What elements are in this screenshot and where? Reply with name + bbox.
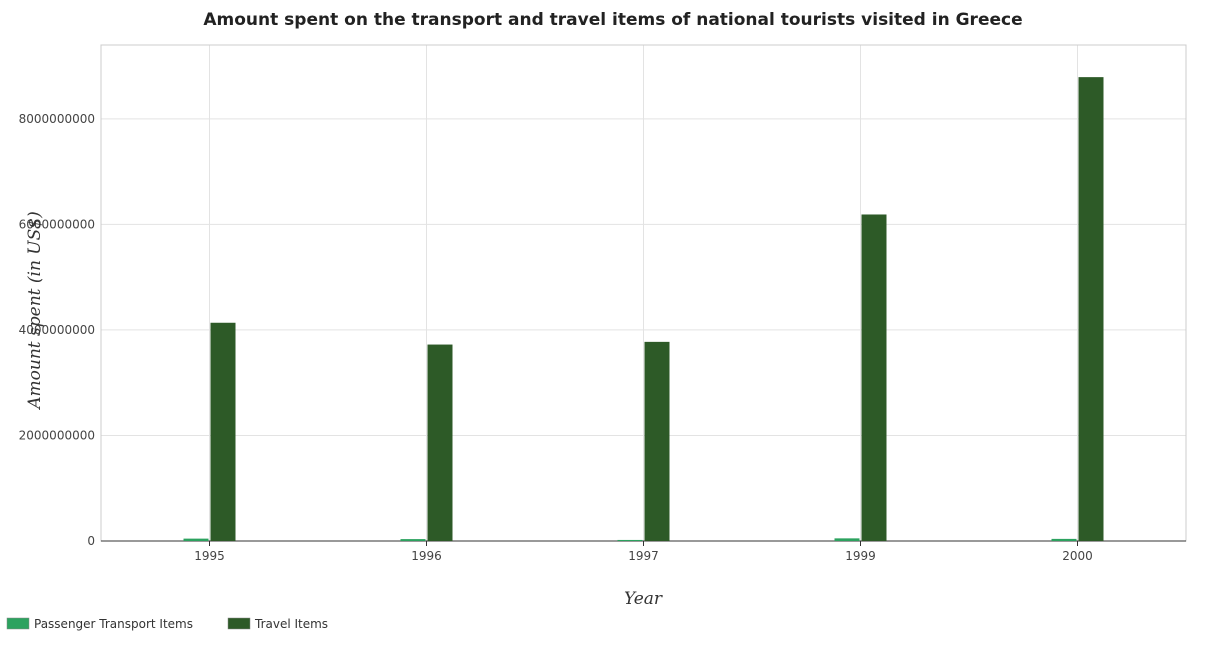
y-axis-label: Amount spent (in US$) [25,211,45,410]
legend-swatch-passenger-transport [6,617,30,630]
axes [100,44,1187,546]
legend: Passenger Transport Items Travel Items [6,617,328,631]
bar-travel-items [1078,77,1104,542]
bar-travel-items [427,344,453,541]
bar-travel-items [210,322,236,541]
x-tick-label: 1996 [411,549,442,563]
x-tick-label: 1995 [194,549,225,563]
y-tick-label: 2000000000 [19,428,95,442]
y-tick-label: 4000000000 [19,323,95,337]
legend-label-passenger-transport: Passenger Transport Items [34,617,193,631]
x-tick-label: 1999 [845,549,876,563]
bar-passenger-transport [183,538,209,541]
x-tick-label: 1997 [628,549,659,563]
y-tick-label: 8000000000 [19,112,95,126]
y-tick-label: 6000000000 [19,217,95,231]
chart-title: Amount spent on the transport and travel… [203,10,1022,30]
x-tick-label: 2000 [1062,549,1093,563]
bar-travel-items [644,341,670,541]
legend-label-travel-items: Travel Items [254,617,328,631]
bar-passenger-transport [1051,538,1077,541]
bar-passenger-transport [834,538,860,541]
y-tick-label: 0 [87,534,95,548]
legend-swatch-travel-items [227,617,251,630]
x-axis-label: Year [624,589,663,609]
bars [183,77,1104,542]
bar-travel-items [861,214,887,541]
gridlines [101,45,1186,542]
bar-passenger-transport [617,539,643,541]
bar-passenger-transport [400,539,426,541]
tick-labels: 0 2000000000 4000000000 6000000000 800000000… [19,112,1093,563]
